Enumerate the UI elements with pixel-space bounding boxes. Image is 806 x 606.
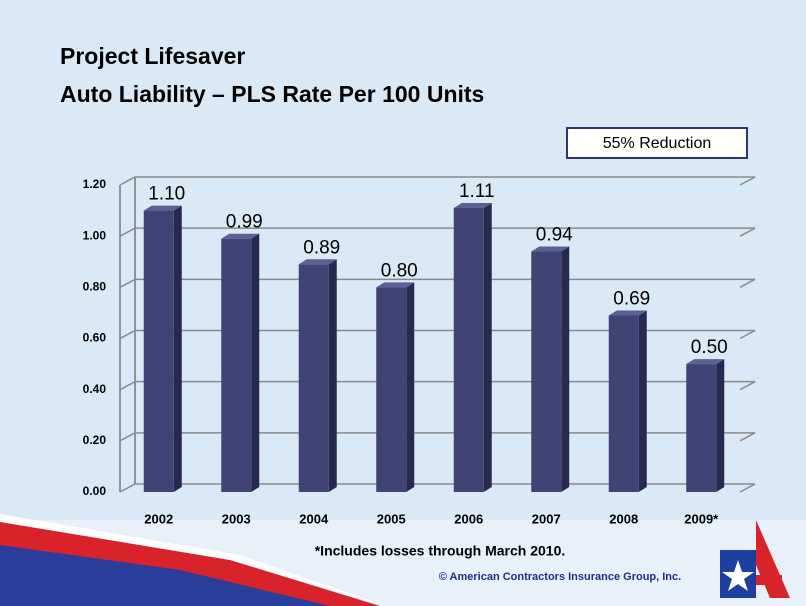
value-label: 0.94 xyxy=(536,225,573,246)
bar xyxy=(376,287,407,492)
bar-side xyxy=(328,259,337,492)
logo xyxy=(720,520,790,598)
value-label: 1.10 xyxy=(148,184,185,205)
bar-top xyxy=(531,246,570,252)
bar-side xyxy=(406,282,415,492)
value-label: 0.89 xyxy=(303,237,340,258)
bar-top xyxy=(221,233,260,239)
bar-top xyxy=(298,259,337,265)
bar xyxy=(221,238,252,492)
value-label: 0.50 xyxy=(691,337,728,358)
x-tick-label: 2007 xyxy=(532,511,561,526)
bar-side xyxy=(638,310,647,492)
swoosh-white xyxy=(0,514,380,604)
y-tick-label: 0.80 xyxy=(83,280,107,294)
x-tick-label: 2004 xyxy=(299,511,329,526)
grid-line xyxy=(119,227,756,237)
grid-line xyxy=(119,278,756,288)
annotation-box xyxy=(566,127,748,159)
chart-subtitle: Auto Liability – PLS Rate Per 100 Units xyxy=(60,81,484,107)
footnote: *Includes losses through March 2010. xyxy=(315,543,566,559)
bar xyxy=(531,251,562,492)
bar xyxy=(686,364,717,492)
x-tick-label: 2003 xyxy=(222,511,251,526)
x-tick-label: 2009* xyxy=(684,511,719,526)
y-tick-label: 1.20 xyxy=(83,177,107,191)
value-label: 1.11 xyxy=(459,181,495,202)
x-tick-label: 2008 xyxy=(609,511,638,526)
grid-line xyxy=(119,483,756,493)
bar xyxy=(608,315,639,492)
x-tick-label: 2005 xyxy=(377,511,406,526)
bar-side xyxy=(483,203,492,492)
bar xyxy=(453,208,484,492)
y-tick-label: 1.00 xyxy=(83,228,107,242)
grid-line xyxy=(119,329,756,340)
x-tick-label: 2006 xyxy=(454,511,483,526)
swoosh-red xyxy=(0,520,380,606)
bar xyxy=(298,264,329,492)
value-label: 0.69 xyxy=(613,288,650,309)
grid-line xyxy=(119,176,756,186)
bar-top xyxy=(453,203,492,209)
chart-title: Project Lifesaver xyxy=(60,43,245,69)
y-tick-label: 0.60 xyxy=(83,331,107,345)
copyright: © American Contractors Insurance Group, … xyxy=(439,571,681,583)
grid-line xyxy=(119,380,756,391)
bar-top xyxy=(686,359,725,365)
y-tick-label: 0.00 xyxy=(83,484,107,498)
bar-side xyxy=(251,233,260,492)
y-tick-label: 0.40 xyxy=(83,382,107,396)
bar-side xyxy=(716,359,725,492)
bar-side xyxy=(561,246,570,492)
x-tick-label: 2002 xyxy=(144,511,173,526)
value-label: 0.99 xyxy=(226,212,263,233)
y-tick-label: 0.20 xyxy=(83,433,107,447)
annotation: 55% Reduction xyxy=(603,135,712,152)
bar-top xyxy=(143,205,182,211)
bar xyxy=(143,210,174,493)
grid-line xyxy=(119,432,756,442)
bar-top xyxy=(376,282,415,288)
value-label: 0.80 xyxy=(381,260,418,281)
bar-side xyxy=(173,205,182,493)
bar-top xyxy=(608,310,647,316)
